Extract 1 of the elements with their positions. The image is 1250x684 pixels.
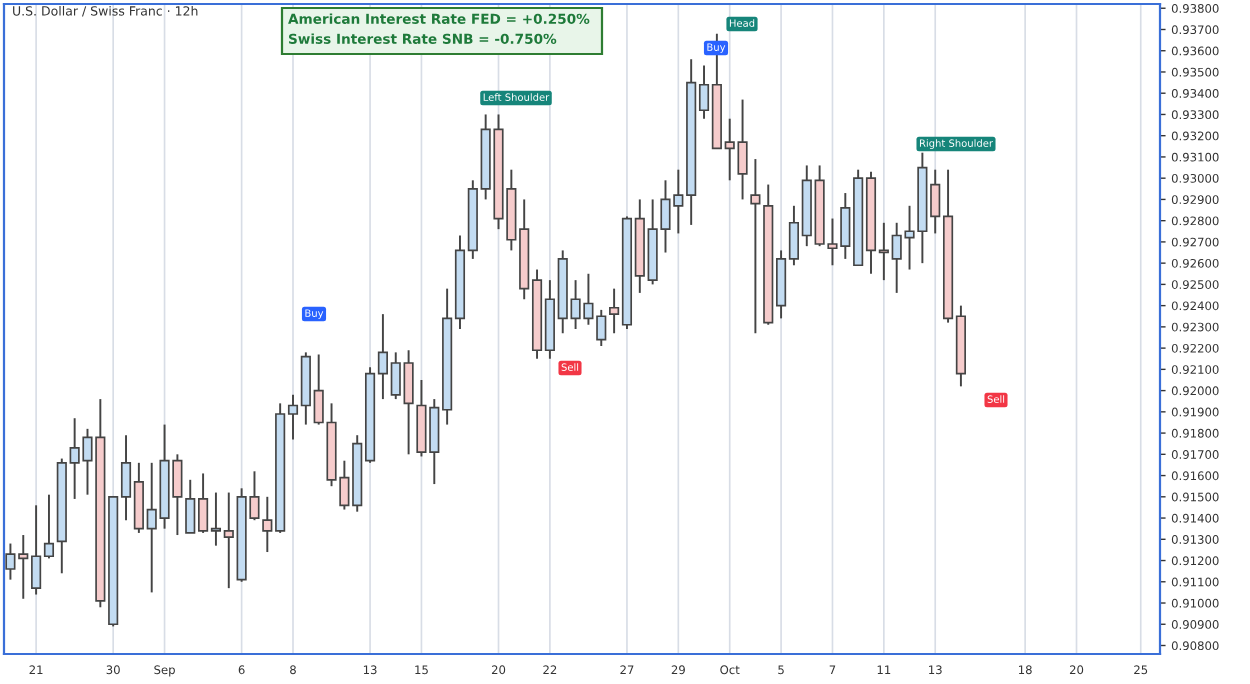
- candlestick: [750, 158, 761, 335]
